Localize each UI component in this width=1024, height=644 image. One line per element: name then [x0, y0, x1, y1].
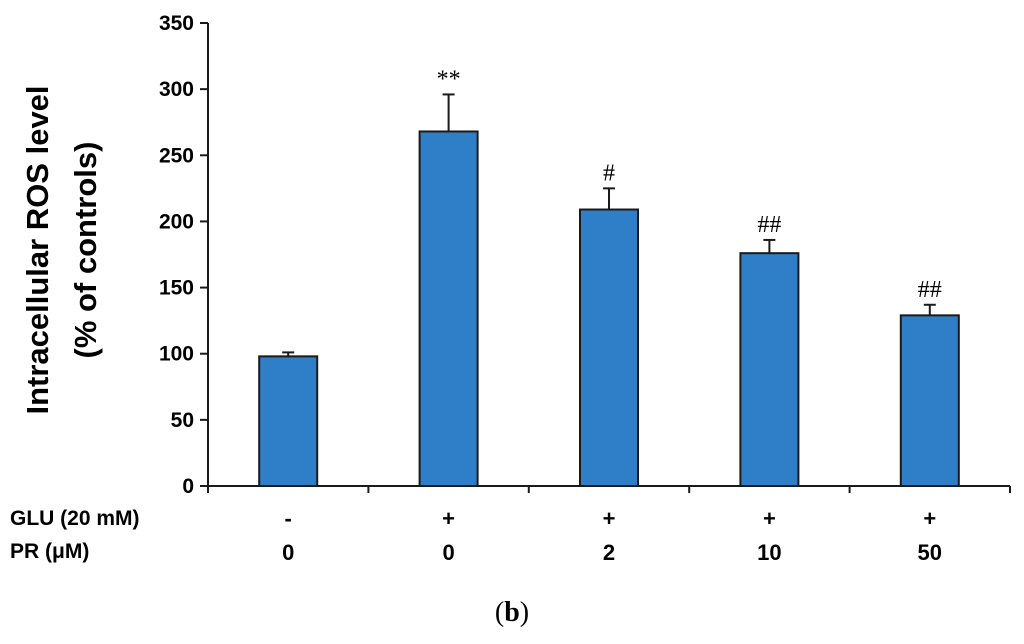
pr-row-label: PR (μM) — [10, 540, 89, 563]
significance-annotation: ## — [757, 212, 781, 238]
bar — [579, 208, 639, 487]
y-tick-label: 300 — [159, 78, 194, 101]
panel-label: (b) — [495, 597, 529, 628]
significance-annotation: # — [603, 160, 615, 186]
y-tick-label: 350 — [159, 12, 194, 35]
panel-label-letter: b — [504, 597, 520, 628]
glu-value: - — [285, 506, 292, 531]
significance-annotation: ** — [437, 66, 461, 92]
pr-value: 0 — [442, 540, 454, 565]
bar — [418, 130, 479, 488]
y-tick-label: 0 — [182, 475, 194, 498]
pr-value: 2 — [603, 540, 615, 565]
significance-annotation: ## — [918, 277, 942, 303]
y-tick-label: 150 — [159, 277, 194, 300]
bars: **##### — [258, 66, 960, 488]
glu-value: + — [763, 506, 776, 531]
y-axis-label: Intracellular ROS level (% of controls) — [20, 85, 103, 414]
y-axis-label-line2: (% of controls) — [68, 142, 103, 359]
y-axis-label-line1: Intracellular ROS level — [20, 85, 55, 414]
glu-value: + — [442, 506, 455, 531]
glu-value: + — [603, 506, 616, 531]
bar — [739, 252, 800, 487]
y-tick-label: 200 — [159, 210, 194, 233]
y-tick-label: 100 — [159, 343, 194, 366]
y-tick-label: 50 — [171, 409, 194, 432]
condition-rows: GLU (20 mM) PR (μM) - 0 +0 +2 +10 +50 — [10, 506, 942, 565]
glu-row-label: GLU (20 mM) — [10, 507, 140, 530]
y-axis: 0 50 100 150 200 250 300 350 — [159, 12, 209, 498]
pr-value: 50 — [918, 540, 942, 565]
x-axis — [207, 485, 1011, 493]
bar — [258, 355, 319, 487]
y-tick-label: 250 — [159, 144, 194, 167]
bar — [899, 314, 960, 488]
panel-label-open: ( — [495, 597, 504, 628]
glu-value: + — [923, 506, 936, 531]
panel-label-close: ) — [520, 597, 529, 628]
pr-value: 0 — [282, 540, 294, 565]
pr-value: 10 — [757, 540, 781, 565]
